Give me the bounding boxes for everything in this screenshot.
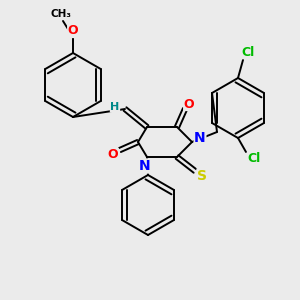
Text: N: N: [139, 159, 151, 173]
Text: Cl: Cl: [242, 46, 255, 59]
Text: Cl: Cl: [248, 152, 261, 166]
Text: O: O: [184, 98, 194, 110]
Text: O: O: [108, 148, 118, 161]
Text: O: O: [68, 25, 78, 38]
Text: N: N: [194, 131, 206, 145]
Text: CH₃: CH₃: [50, 9, 71, 19]
Text: S: S: [197, 169, 207, 183]
Text: H: H: [110, 102, 120, 112]
